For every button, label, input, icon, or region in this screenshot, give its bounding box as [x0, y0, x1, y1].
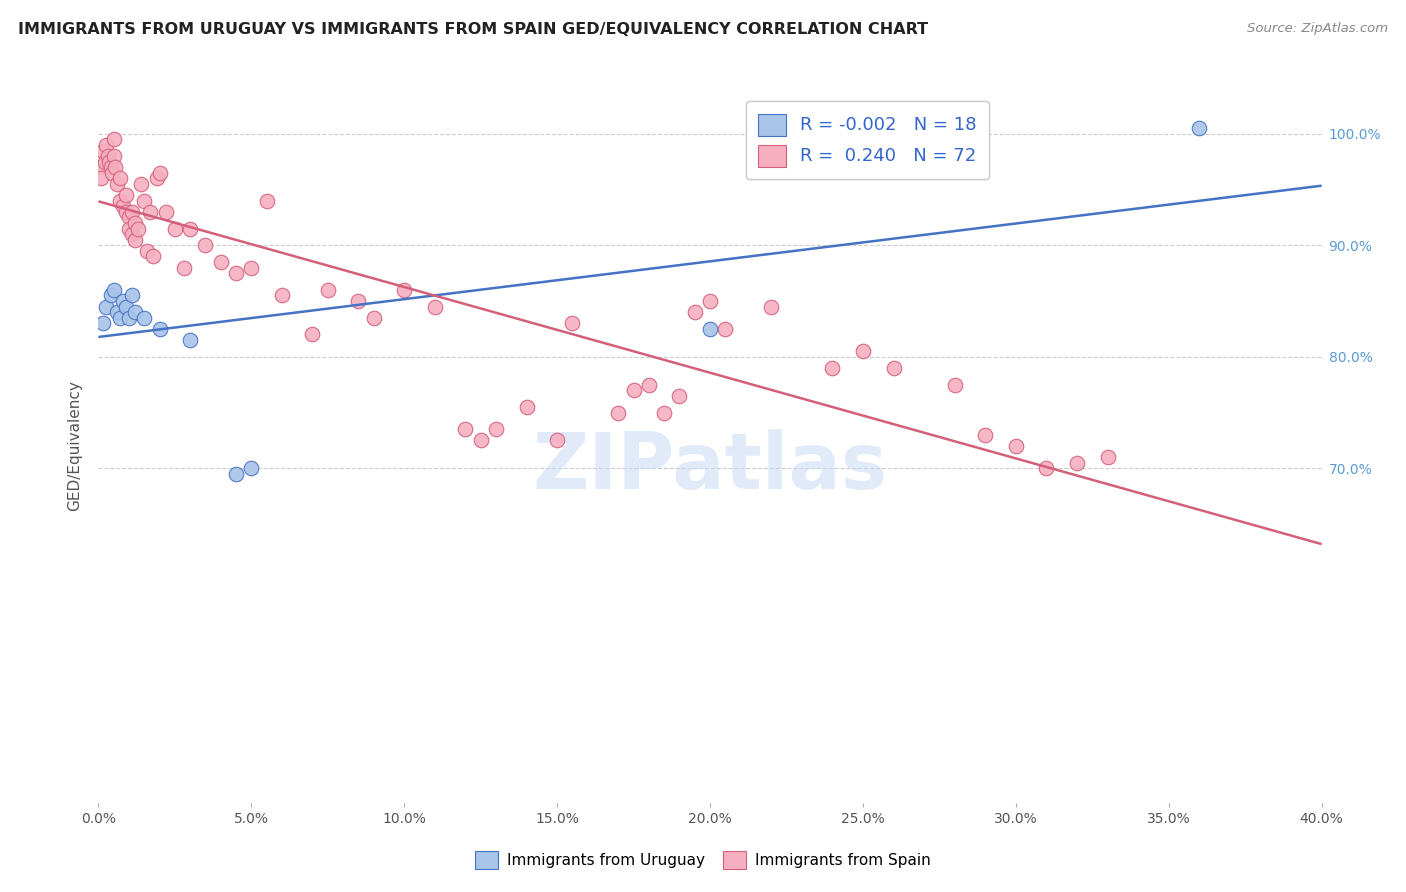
Point: [485, 422, 508, 436]
Point: [124, 216, 146, 230]
Point: [93, 154, 115, 169]
Point: [111, 199, 134, 213]
Point: [1035, 461, 1057, 475]
Point: [652, 405, 675, 420]
Point: [115, 204, 138, 219]
Point: [454, 422, 477, 436]
Point: [149, 166, 172, 180]
Point: [1066, 456, 1088, 470]
Point: [714, 322, 737, 336]
Point: [270, 288, 294, 302]
Point: [149, 322, 172, 336]
Point: [98, 154, 121, 169]
Point: [97, 149, 120, 163]
Point: [179, 221, 201, 235]
Legend: Immigrants from Uruguay, Immigrants from Spain: Immigrants from Uruguay, Immigrants from…: [468, 845, 938, 875]
Point: [89, 161, 111, 175]
Point: [134, 310, 156, 325]
Point: [108, 310, 131, 325]
Point: [179, 333, 201, 347]
Point: [561, 316, 583, 330]
Point: [623, 384, 645, 398]
Point: [111, 293, 134, 308]
Point: [683, 305, 706, 319]
Point: [90, 171, 112, 186]
Point: [121, 288, 143, 302]
Point: [101, 166, 124, 180]
Point: [103, 283, 125, 297]
Legend: R = -0.002   N = 18, R =  0.240   N = 72: R = -0.002 N = 18, R = 0.240 N = 72: [747, 102, 988, 179]
Point: [103, 149, 125, 163]
Point: [129, 177, 152, 191]
Point: [194, 238, 217, 252]
Point: [163, 221, 186, 235]
Point: [91, 316, 114, 330]
Point: [668, 389, 690, 403]
Point: [105, 177, 128, 191]
Point: [470, 434, 492, 448]
Point: [91, 144, 114, 158]
Point: [1188, 121, 1211, 136]
Point: [516, 400, 538, 414]
Point: [136, 244, 159, 258]
Point: [134, 194, 156, 208]
Point: [124, 233, 146, 247]
Point: [121, 227, 143, 242]
Point: [316, 283, 339, 297]
Point: [209, 255, 232, 269]
Point: [974, 427, 997, 442]
Point: [142, 250, 165, 264]
Point: [155, 204, 177, 219]
Point: [699, 293, 721, 308]
Point: [423, 300, 446, 314]
Point: [105, 305, 128, 319]
Point: [392, 283, 416, 297]
Point: [852, 344, 875, 359]
Point: [1097, 450, 1119, 465]
Point: [240, 461, 263, 475]
Point: [347, 293, 370, 308]
Point: [173, 260, 195, 275]
Point: [225, 467, 247, 481]
Point: [118, 211, 141, 225]
Point: [103, 132, 125, 146]
Point: [607, 405, 630, 420]
Point: [761, 300, 783, 314]
Point: [104, 161, 127, 175]
Point: [115, 188, 138, 202]
Point: [118, 310, 141, 325]
Point: [240, 260, 263, 275]
Point: [121, 204, 143, 219]
Point: [546, 434, 568, 448]
Point: [821, 361, 844, 376]
Point: [124, 305, 146, 319]
Point: [127, 221, 149, 235]
Point: [139, 204, 162, 219]
Text: IMMIGRANTS FROM URUGUAY VS IMMIGRANTS FROM SPAIN GED/EQUIVALENCY CORRELATION CHA: IMMIGRANTS FROM URUGUAY VS IMMIGRANTS FR…: [18, 22, 928, 37]
Point: [638, 377, 661, 392]
Point: [100, 161, 122, 175]
Point: [145, 171, 167, 186]
Point: [108, 194, 131, 208]
Point: [100, 288, 122, 302]
Point: [943, 377, 966, 392]
Point: [118, 221, 141, 235]
Point: [108, 171, 131, 186]
Point: [363, 310, 385, 325]
Point: [699, 322, 721, 336]
Point: [225, 266, 247, 280]
Y-axis label: GED/Equivalency: GED/Equivalency: [67, 381, 83, 511]
Text: Source: ZipAtlas.com: Source: ZipAtlas.com: [1247, 22, 1388, 36]
Point: [94, 300, 117, 314]
Point: [115, 300, 138, 314]
Point: [256, 194, 278, 208]
Point: [1004, 439, 1026, 453]
Point: [94, 137, 117, 152]
Point: [301, 327, 323, 342]
Text: ZIPatlas: ZIPatlas: [533, 429, 887, 506]
Point: [883, 361, 905, 376]
